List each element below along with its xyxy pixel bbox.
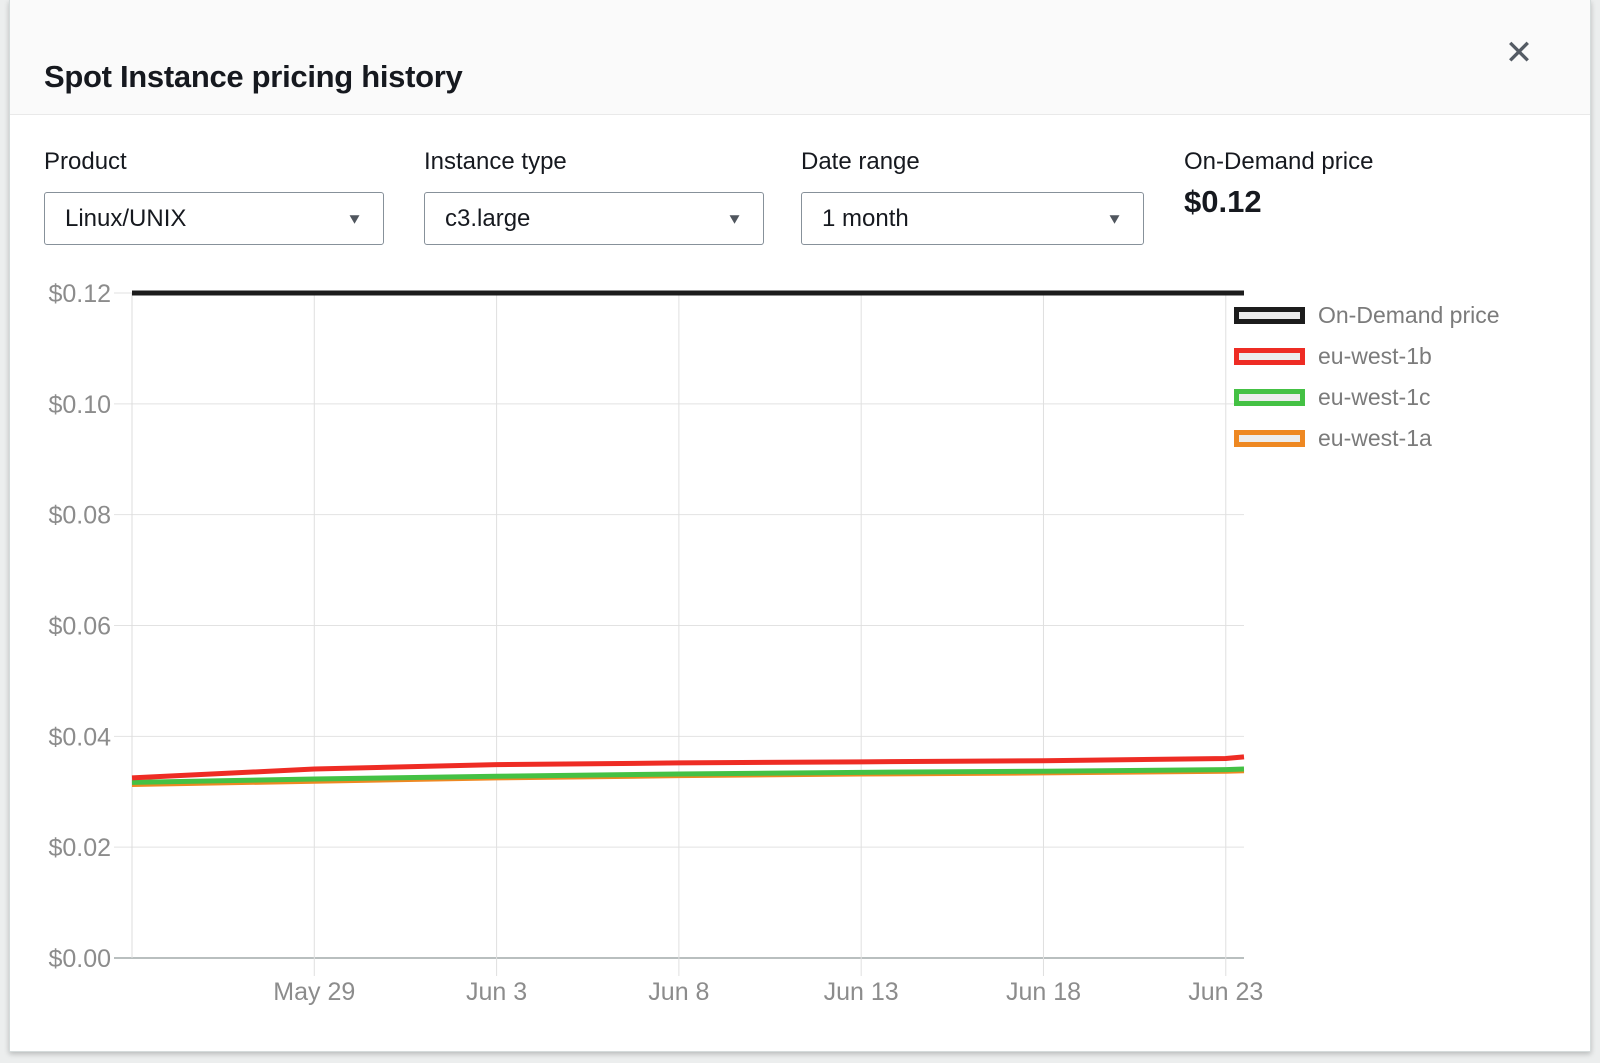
x-tick-label: Jun 8: [648, 978, 709, 1006]
dialog-header: Spot Instance pricing history ✕: [10, 0, 1590, 115]
y-tick-label: $0.00: [48, 945, 111, 973]
legend-item-eu-west-1b: eu-west-1b: [1234, 343, 1500, 370]
legend-item-eu-west-1a: eu-west-1a: [1234, 425, 1500, 452]
x-tick-label: Jun 13: [824, 978, 899, 1006]
date-range-select[interactable]: 1 month ▼: [801, 192, 1144, 245]
on-demand-price-value: $0.12: [1184, 184, 1262, 219]
y-tick-label: $0.12: [48, 280, 111, 308]
legend-swatch-icon: [1234, 348, 1305, 365]
y-tick-label: $0.02: [48, 834, 111, 862]
y-tick-label: $0.04: [48, 723, 111, 751]
close-button[interactable]: ✕: [1496, 30, 1542, 76]
instance-type-select[interactable]: c3.large ▼: [424, 192, 764, 245]
legend-item-eu-west-1c: eu-west-1c: [1234, 384, 1500, 411]
legend-label: On-Demand price: [1318, 302, 1500, 328]
y-tick-label: $0.06: [48, 613, 111, 641]
chevron-down-icon: ▼: [726, 210, 743, 227]
legend-label: eu-west-1b: [1318, 343, 1432, 369]
pricing-history-chart: $0.00 $0.02 $0.04 $0.06 $0.08 $0.10 $0.12 May 2…: [48, 280, 1263, 1006]
close-icon: ✕: [1504, 34, 1534, 72]
page-title: Spot Instance pricing history: [44, 58, 463, 94]
instance-type-select-value: c3.large: [445, 204, 531, 232]
chart-legend: On-Demand price eu-west-1b eu-west-1c eu-we…: [1234, 302, 1500, 466]
legend-label: eu-west-1a: [1318, 425, 1432, 451]
y-tick-label: $0.08: [48, 502, 111, 530]
x-tick-label: Jun 3: [466, 978, 527, 1006]
legend-swatch-icon: [1234, 430, 1305, 447]
series-line-eu-west-1c: [131, 766, 1245, 785]
y-tick-label: $0.10: [48, 391, 111, 419]
legend-swatch-icon: [1234, 389, 1305, 406]
legend-label: eu-west-1c: [1318, 384, 1431, 410]
x-tick-label: Jun 18: [1006, 978, 1081, 1006]
date-range-select-value: 1 month: [822, 204, 909, 232]
spot-pricing-dialog: Spot Instance pricing history ✕ Product …: [9, 0, 1591, 1052]
date-range-label: Date range: [801, 148, 920, 175]
chevron-down-icon: ▼: [346, 210, 363, 227]
product-select[interactable]: Linux/UNIX ▼: [44, 192, 384, 245]
x-tick-label: Jun 23: [1188, 978, 1263, 1006]
instance-type-label: Instance type: [424, 148, 567, 175]
legend-swatch-icon: [1234, 307, 1305, 324]
chevron-down-icon: ▼: [1106, 210, 1123, 227]
series-line-eu-west-1b: [131, 754, 1245, 781]
product-select-value: Linux/UNIX: [65, 204, 187, 232]
x-tick-label: May 29: [273, 978, 355, 1006]
on-demand-price-label: On-Demand price: [1184, 148, 1374, 175]
product-label: Product: [44, 148, 127, 175]
legend-item-on-demand-price: On-Demand price: [1234, 302, 1500, 329]
